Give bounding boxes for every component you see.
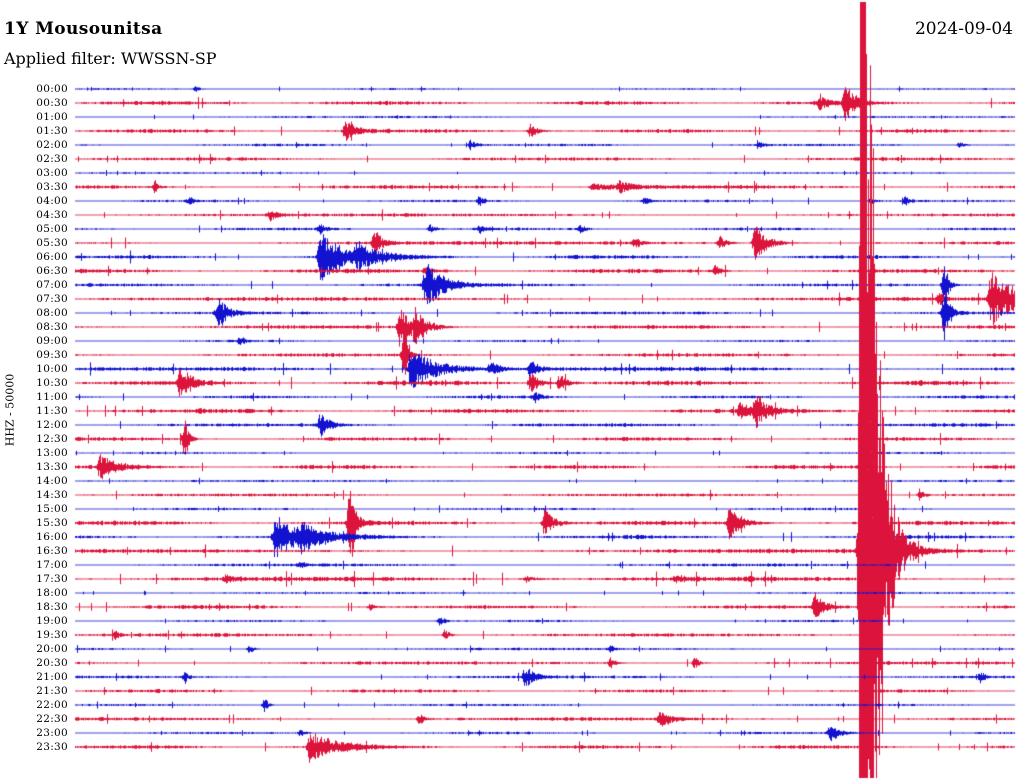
time-label: 21:30 [36, 684, 68, 697]
time-label: 06:00 [36, 250, 68, 263]
time-label: 08:30 [36, 320, 68, 333]
time-label: 04:00 [36, 194, 68, 207]
station-title: 1Y Mousounitsa [4, 19, 163, 39]
time-label: 10:30 [36, 376, 68, 389]
time-label: 10:00 [36, 362, 68, 375]
time-label: 15:30 [36, 516, 68, 529]
time-label: 22:00 [36, 698, 68, 711]
time-label: 03:00 [36, 166, 68, 179]
time-label: 19:00 [36, 614, 68, 627]
time-label: 19:30 [36, 628, 68, 641]
time-label: 03:30 [36, 180, 68, 193]
time-label: 02:00 [36, 138, 68, 151]
time-label: 14:30 [36, 488, 68, 501]
time-label: 09:30 [36, 348, 68, 361]
time-label: 05:00 [36, 222, 68, 235]
time-label: 20:30 [36, 656, 68, 669]
time-label: 21:00 [36, 670, 68, 683]
time-label: 07:30 [36, 292, 68, 305]
time-label: 12:00 [36, 418, 68, 431]
time-label: 11:00 [36, 390, 68, 403]
time-label: 16:00 [36, 530, 68, 543]
time-label: 18:00 [36, 586, 68, 599]
time-label: 13:00 [36, 446, 68, 459]
time-label: 13:30 [36, 460, 68, 473]
time-label: 02:30 [36, 152, 68, 165]
record-date: 2024-09-04 [914, 19, 1013, 39]
time-label: 00:30 [36, 96, 68, 109]
time-label: 12:30 [36, 432, 68, 445]
time-label: 18:30 [36, 600, 68, 613]
time-label: 07:00 [36, 278, 68, 291]
time-label: 17:30 [36, 572, 68, 585]
time-label: 00:00 [36, 82, 68, 95]
time-label: 01:00 [36, 110, 68, 123]
time-axis: 00:00 00:30 01:00 01:30 02:00 02:30 03:00 03:30… [0, 0, 68, 780]
filter-label: Applied filter: WWSSN-SP [4, 49, 217, 68]
time-label: 05:30 [36, 236, 68, 249]
time-label: 17:00 [36, 558, 68, 571]
time-label: 20:00 [36, 642, 68, 655]
time-label: 14:00 [36, 474, 68, 487]
time-label: 11:30 [36, 404, 68, 417]
time-label: 15:00 [36, 502, 68, 515]
time-label: 22:30 [36, 712, 68, 725]
time-label: 16:30 [36, 544, 68, 557]
time-label: 01:30 [36, 124, 68, 137]
time-label: 09:00 [36, 334, 68, 347]
time-label: 06:30 [36, 264, 68, 277]
time-label: 23:00 [36, 726, 68, 739]
time-label: 08:00 [36, 306, 68, 319]
time-label: 23:30 [36, 740, 68, 753]
time-label: 04:30 [36, 208, 68, 221]
